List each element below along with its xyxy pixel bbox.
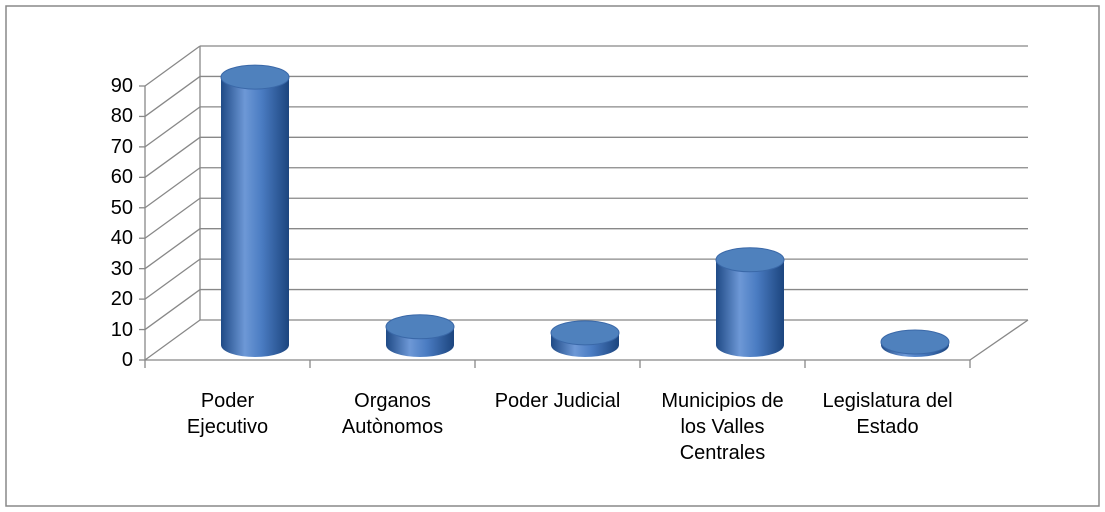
x-tick-label: Municipios de los Valles Centrales [661,390,784,464]
bar-body [221,77,289,345]
floor-edge [969,319,1029,361]
y-tick-label: 80 [110,105,133,128]
grid-line [144,106,201,148]
y-tick-label: 90 [110,75,133,97]
grid-line [144,319,201,361]
frame [5,5,1100,507]
bar [550,320,620,357]
bar [715,247,785,357]
y-tick-label: 0 [121,349,133,371]
grid-line [144,289,201,331]
grid-line [144,228,201,270]
bar-body [716,259,784,345]
y-tick-label: 30 [110,257,133,280]
y-tick-label: 60 [110,166,133,189]
x-tick-label: Poder Ejecutivo [186,390,269,438]
y-tick-label: 40 [110,227,133,250]
x-tick-label: Legislatura del Estado [822,390,953,438]
grid-line [144,258,201,300]
x-tick-label: Poder Judicial [494,390,621,412]
bar [385,314,455,357]
bar-top [880,329,950,355]
grid-line [144,45,201,87]
grid-line [144,136,201,178]
y-tick-label: 50 [110,196,133,219]
bar-top [550,320,620,346]
bar-top [385,314,455,340]
bar-top [715,247,785,273]
grid-line [144,197,201,239]
bar [880,329,950,357]
grid-line [144,167,201,209]
grid-line [144,75,201,117]
y-tick-label: 70 [110,135,133,158]
bar-top [220,64,290,90]
y-tick-label: 20 [110,288,133,311]
bar [220,64,290,357]
y-tick-label: 10 [110,318,133,341]
x-tick-label: Organos Autònomos [341,390,444,438]
